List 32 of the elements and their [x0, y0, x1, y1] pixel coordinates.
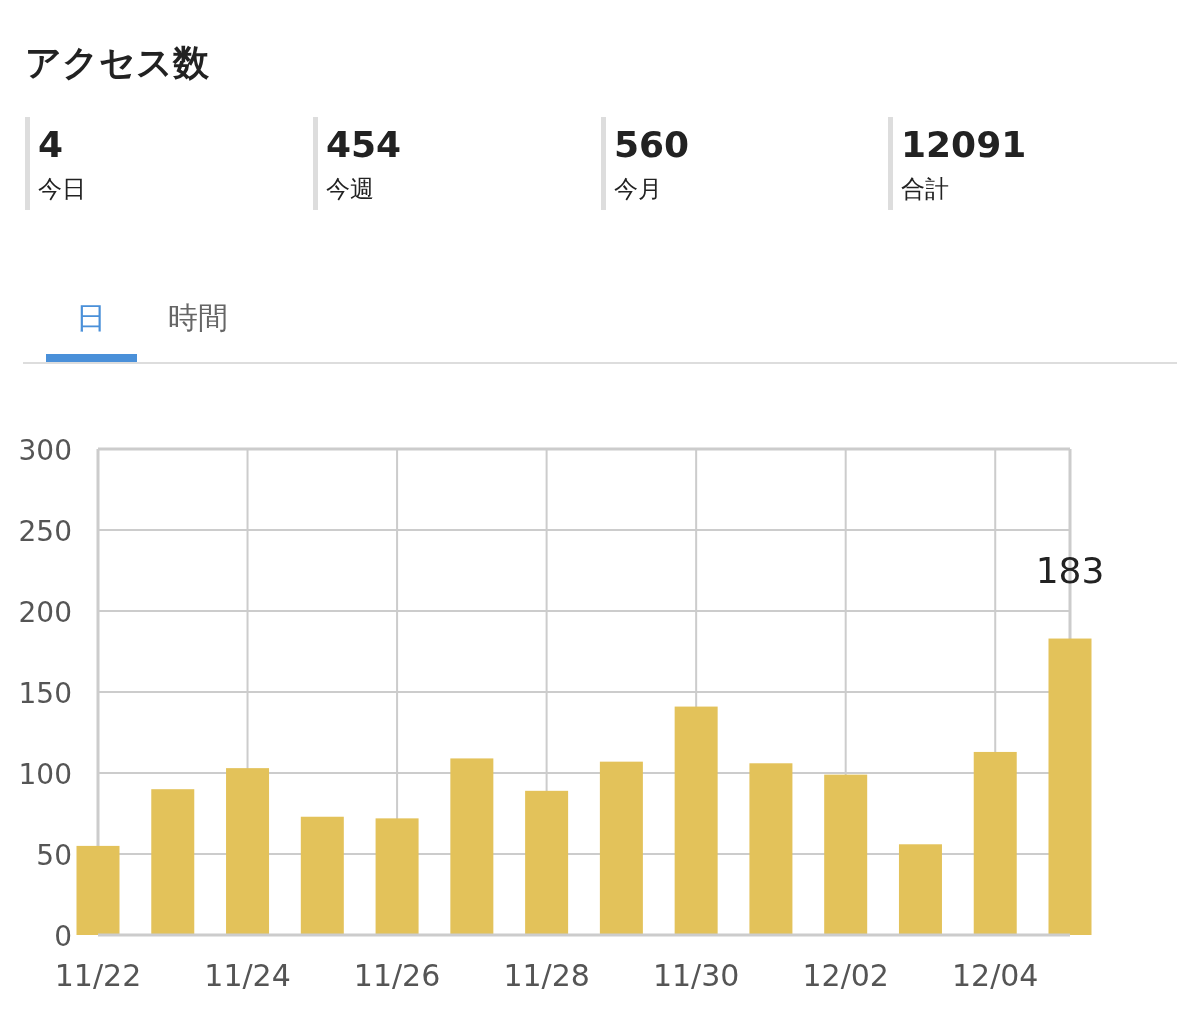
bar — [973, 751, 1017, 935]
y-tick-label: 50 — [36, 839, 72, 872]
bar — [898, 844, 942, 935]
y-tick-label: 100 — [18, 758, 72, 791]
bar — [674, 706, 718, 935]
x-tick-label: 11/26 — [353, 958, 441, 993]
bar — [450, 758, 494, 935]
bar — [824, 774, 868, 935]
bar — [525, 790, 569, 935]
chart-title: アクセス数 — [25, 42, 210, 83]
x-tick-label: 12/04 — [952, 958, 1039, 993]
bar — [151, 789, 195, 935]
bar — [76, 845, 120, 935]
x-tick-label: 11/22 — [54, 958, 142, 993]
y-tick-label: 0 — [54, 920, 72, 953]
x-tick-label: 11/24 — [204, 958, 291, 993]
tabs: 日 時間 — [23, 300, 1177, 364]
x-tick-label: 11/28 — [503, 958, 590, 993]
bar — [749, 763, 793, 935]
stat-cards: 4 今日 454 今週 560 今月 12091 合計 — [25, 117, 1027, 210]
y-tick-label: 300 — [18, 434, 72, 467]
bar — [375, 818, 419, 935]
bar — [1048, 638, 1092, 935]
bar — [226, 768, 270, 935]
y-tick-label: 150 — [18, 677, 72, 710]
x-tick-label: 12/02 — [802, 958, 889, 993]
bar — [599, 761, 643, 935]
y-tick-label: 250 — [18, 515, 72, 548]
data-label: 183 — [1035, 549, 1105, 591]
bar — [300, 816, 344, 935]
y-tick-label: 200 — [18, 596, 72, 629]
x-tick-label: 11/30 — [652, 958, 740, 993]
